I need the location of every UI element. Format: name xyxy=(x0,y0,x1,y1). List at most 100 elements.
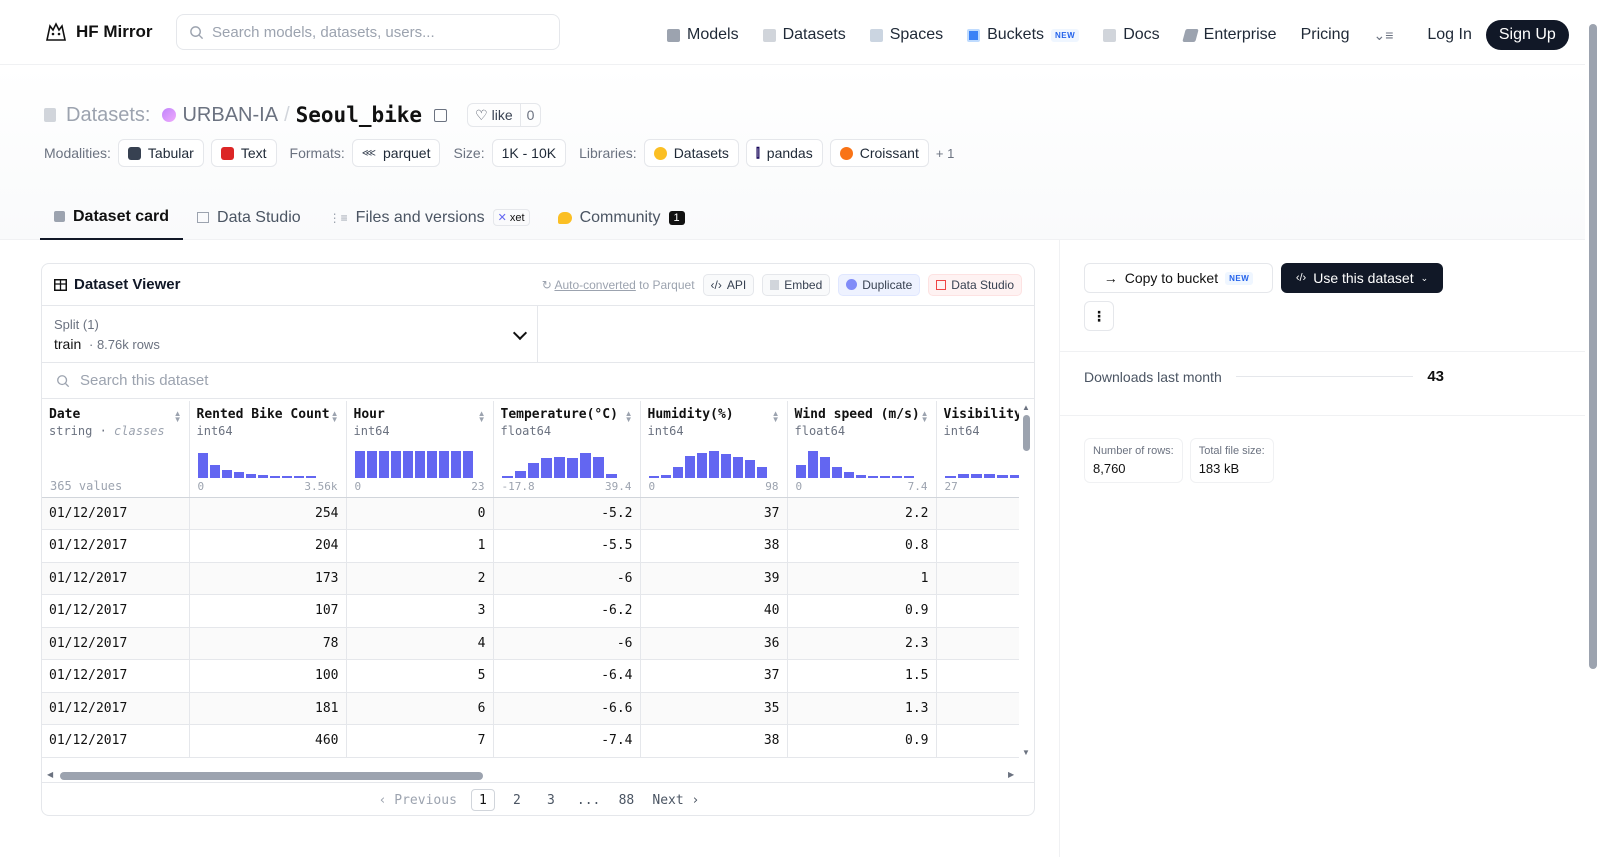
tab-community[interactable]: Community 1 xyxy=(544,195,699,240)
histogram-bar[interactable] xyxy=(426,450,437,478)
histogram-bar[interactable] xyxy=(944,475,956,478)
tag-parquet[interactable]: ⋘ parquet xyxy=(351,139,441,167)
tag-pandas[interactable]: ⫿ pandas xyxy=(745,139,823,167)
histogram-bar[interactable] xyxy=(501,475,513,478)
histogram-bar[interactable] xyxy=(281,475,292,478)
table-cell[interactable]: 01/12/2017 xyxy=(42,659,190,693)
tag-text[interactable]: Text xyxy=(210,139,277,167)
page-88[interactable]: 88 xyxy=(618,792,635,808)
table-row[interactable]: 01/12/2017 204 1 -5.5 38 0.8 xyxy=(42,529,1030,563)
histogram-bar[interactable] xyxy=(233,471,244,478)
column-header[interactable]: Wind speed (m/s) float64 ▲ ▼ 0 7.4 xyxy=(787,401,937,498)
histogram-bar[interactable] xyxy=(553,456,565,478)
histogram-bar[interactable] xyxy=(903,475,914,478)
table-row[interactable]: 01/12/2017 460 7 -7.4 38 0.9 xyxy=(42,724,1030,758)
table-cell[interactable]: 204 xyxy=(189,529,347,563)
histogram-bar[interactable] xyxy=(366,450,377,478)
table-cell[interactable]: 01/12/2017 xyxy=(42,529,190,563)
sort-icon[interactable]: ▲ ▼ xyxy=(920,409,929,424)
tag-datasets-lib[interactable]: Datasets xyxy=(643,139,739,167)
login-link[interactable]: Log In xyxy=(1427,26,1472,43)
table-cell[interactable] xyxy=(936,659,1030,693)
histogram-bar[interactable] xyxy=(221,469,232,478)
histogram-bar[interactable] xyxy=(305,475,316,478)
table-cell[interactable]: 36 xyxy=(640,627,788,660)
histogram-bar[interactable] xyxy=(756,466,767,478)
next-page[interactable]: Next › xyxy=(652,792,700,808)
tag-size[interactable]: 1K - 10K xyxy=(491,139,567,167)
column-header[interactable]: Rented Bike Count int64 ▲ ▼ 0 3.56k xyxy=(189,401,347,498)
table-cell[interactable]: -6 xyxy=(493,562,641,595)
table-cell[interactable] xyxy=(936,724,1030,758)
histogram-bar[interactable] xyxy=(354,450,365,478)
histogram-bar[interactable] xyxy=(414,450,425,478)
histogram-bar[interactable] xyxy=(592,456,604,478)
histogram-bar[interactable] xyxy=(708,450,719,478)
table-cell[interactable] xyxy=(936,692,1030,725)
table-cell[interactable]: 181 xyxy=(189,692,347,725)
histogram-bar[interactable] xyxy=(744,459,755,478)
histogram-bar[interactable] xyxy=(579,452,591,478)
column-header[interactable]: Humidity(%) int64 ▲ ▼ 0 98 xyxy=(640,401,788,498)
api-button[interactable]: ‹/› API xyxy=(702,273,755,296)
table-cell[interactable]: -7.4 xyxy=(493,724,641,758)
table-cell[interactable]: 2.2 xyxy=(787,497,937,530)
histogram-bar[interactable] xyxy=(209,464,220,478)
more-libraries[interactable]: + 1 xyxy=(935,145,955,161)
datasets-label[interactable]: Datasets: xyxy=(66,103,151,126)
histogram-bar[interactable] xyxy=(831,466,842,478)
histogram-bar[interactable] xyxy=(402,450,413,478)
table-row[interactable]: 01/12/2017 173 2 -6 39 1 xyxy=(42,562,1030,595)
table-cell[interactable]: 0.9 xyxy=(787,594,937,628)
org-link[interactable]: URBAN-IA xyxy=(182,103,279,126)
data-studio-button[interactable]: Data Studio xyxy=(928,273,1022,296)
page-3[interactable]: 3 xyxy=(546,792,555,808)
histogram-bar[interactable] xyxy=(957,473,969,478)
table-cell[interactable]: 173 xyxy=(189,562,347,595)
copy-to-bucket-button[interactable]: → Copy to bucket NEW xyxy=(1084,263,1273,293)
histogram-bar[interactable] xyxy=(378,450,389,478)
nav-datasets[interactable]: Datasets xyxy=(762,23,846,47)
table-cell[interactable]: -5.5 xyxy=(493,529,641,563)
dataset-search[interactable]: Search this dataset xyxy=(42,363,1034,399)
auto-converted-link[interactable]: Auto-converted xyxy=(554,277,636,292)
nav-docs[interactable]: Docs xyxy=(1103,23,1160,47)
table-cell[interactable]: 01/12/2017 xyxy=(42,692,190,725)
table-row[interactable]: 01/12/2017 100 5 -6.4 37 1.5 xyxy=(42,659,1030,693)
table-cell[interactable]: -6.6 xyxy=(493,692,641,725)
page-scrollbar[interactable] xyxy=(1585,0,1600,857)
scroll-thumb[interactable] xyxy=(1589,24,1597,669)
table-cell[interactable]: 01/12/2017 xyxy=(42,627,190,660)
global-search-input[interactable] xyxy=(212,23,532,41)
histogram-bar[interactable] xyxy=(269,475,280,478)
tab-files[interactable]: ⋮≡ Files and versions ✕ xet xyxy=(315,195,544,240)
table-cell[interactable]: 460 xyxy=(189,724,347,758)
dataset-name[interactable]: Seoul_bike xyxy=(295,103,423,127)
sort-icon[interactable]: ▲ ▼ xyxy=(477,409,486,424)
tab-data-studio[interactable]: Data Studio xyxy=(183,195,315,240)
split-select[interactable]: Split (1) train · 8.76k rows xyxy=(42,306,538,362)
sort-icon[interactable]: ▲ ▼ xyxy=(624,409,633,424)
histogram-bar[interactable] xyxy=(720,453,731,478)
table-cell[interactable]: 01/12/2017 xyxy=(42,724,190,758)
tag-tabular[interactable]: Tabular xyxy=(117,139,204,167)
table-cell[interactable]: 4 xyxy=(346,627,494,660)
nav-buckets[interactable]: Buckets NEW xyxy=(967,23,1080,47)
table-cell[interactable]: 40 xyxy=(640,594,788,628)
histogram-bar[interactable] xyxy=(462,450,473,478)
brand-link[interactable]: HF Mirror xyxy=(44,20,153,44)
tab-dataset-card[interactable]: Dataset card xyxy=(40,195,184,240)
table-cell[interactable]: 01/12/2017 xyxy=(42,497,190,530)
sort-icon[interactable]: ▲ ▼ xyxy=(771,409,780,424)
histogram-bar[interactable] xyxy=(514,470,526,478)
histogram-bar[interactable] xyxy=(566,457,578,478)
histogram-bar[interactable] xyxy=(527,462,539,478)
table-cell[interactable]: 78 xyxy=(189,627,347,660)
table-cell[interactable]: -5.2 xyxy=(493,497,641,530)
table-cell[interactable]: 254 xyxy=(189,497,347,530)
sort-icon[interactable]: ▲ ▼ xyxy=(330,409,339,424)
use-dataset-button[interactable]: ‹/› Use this dataset ⌄ xyxy=(1281,263,1443,293)
histogram-bar[interactable] xyxy=(983,473,995,478)
table-cell[interactable]: 01/12/2017 xyxy=(42,594,190,628)
table-cell[interactable]: 5 xyxy=(346,659,494,693)
